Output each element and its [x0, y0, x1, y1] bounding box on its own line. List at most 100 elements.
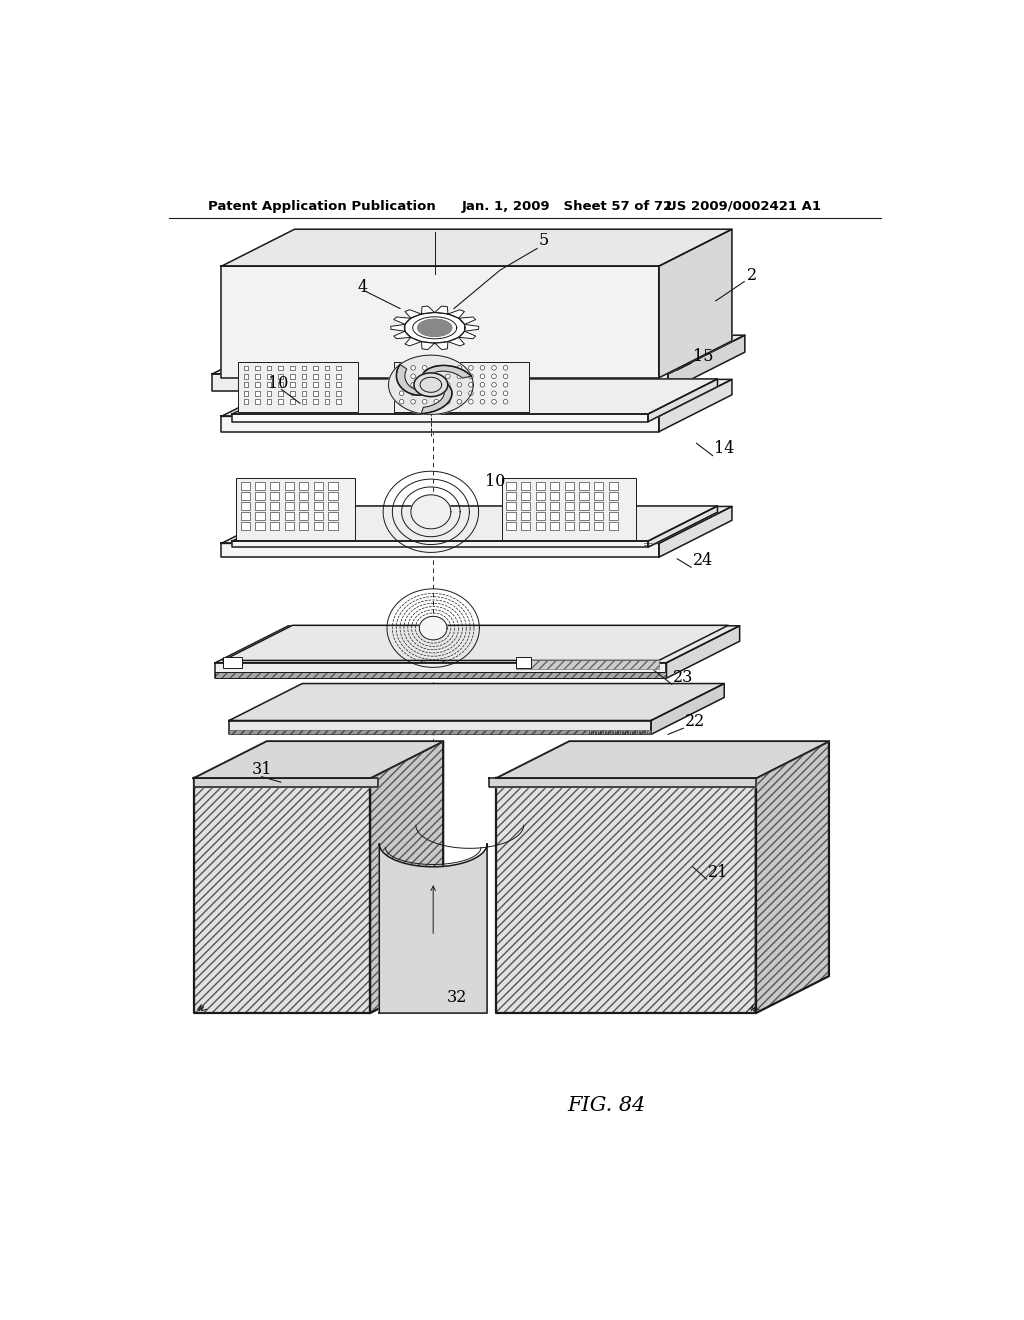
- Bar: [279, 383, 283, 387]
- Bar: [336, 374, 341, 379]
- Bar: [608, 512, 617, 520]
- Circle shape: [480, 391, 484, 396]
- Polygon shape: [194, 742, 443, 779]
- Polygon shape: [215, 663, 667, 678]
- Text: 10: 10: [484, 473, 505, 490]
- Circle shape: [411, 366, 416, 370]
- Bar: [255, 374, 260, 379]
- Circle shape: [399, 374, 403, 379]
- Circle shape: [434, 366, 438, 370]
- Bar: [502, 478, 637, 540]
- Circle shape: [492, 391, 497, 396]
- Bar: [290, 374, 295, 379]
- Bar: [536, 492, 545, 499]
- Bar: [239, 362, 357, 412]
- Bar: [608, 521, 617, 529]
- Bar: [608, 492, 617, 499]
- Polygon shape: [465, 325, 478, 331]
- Circle shape: [492, 374, 497, 379]
- Polygon shape: [232, 379, 718, 414]
- Bar: [299, 482, 308, 490]
- Bar: [241, 492, 250, 499]
- Polygon shape: [394, 331, 411, 339]
- Bar: [329, 482, 338, 490]
- Polygon shape: [232, 541, 648, 548]
- Bar: [313, 366, 317, 370]
- Polygon shape: [223, 626, 728, 660]
- Bar: [594, 502, 603, 510]
- Bar: [255, 482, 264, 490]
- Bar: [267, 400, 271, 404]
- Bar: [285, 502, 294, 510]
- Polygon shape: [215, 672, 667, 678]
- Text: FIG. 84: FIG. 84: [567, 1096, 645, 1115]
- Bar: [255, 391, 260, 396]
- Bar: [244, 391, 249, 396]
- Polygon shape: [497, 779, 756, 1014]
- Text: 14: 14: [714, 441, 734, 457]
- Polygon shape: [232, 508, 718, 544]
- Bar: [299, 502, 308, 510]
- Bar: [336, 366, 341, 370]
- Bar: [241, 502, 250, 510]
- Bar: [313, 482, 323, 490]
- Bar: [394, 362, 528, 412]
- Circle shape: [457, 374, 462, 379]
- Bar: [550, 521, 559, 529]
- Bar: [270, 502, 280, 510]
- Bar: [255, 512, 264, 520]
- Polygon shape: [194, 779, 378, 788]
- Circle shape: [469, 366, 473, 370]
- Polygon shape: [658, 230, 732, 378]
- Bar: [270, 482, 280, 490]
- Polygon shape: [391, 325, 404, 331]
- Polygon shape: [370, 742, 443, 1014]
- Circle shape: [492, 366, 497, 370]
- Polygon shape: [421, 385, 452, 413]
- Bar: [536, 521, 545, 529]
- Polygon shape: [515, 660, 658, 669]
- Bar: [223, 656, 243, 668]
- Polygon shape: [232, 506, 718, 541]
- Polygon shape: [221, 267, 658, 378]
- Circle shape: [492, 383, 497, 387]
- Polygon shape: [422, 342, 435, 350]
- Bar: [267, 391, 271, 396]
- Polygon shape: [394, 317, 411, 325]
- Bar: [325, 400, 330, 404]
- Circle shape: [411, 383, 416, 387]
- Polygon shape: [406, 338, 422, 346]
- Polygon shape: [229, 730, 651, 734]
- Bar: [270, 492, 280, 499]
- Bar: [550, 492, 559, 499]
- Circle shape: [434, 391, 438, 396]
- Bar: [301, 391, 306, 396]
- Circle shape: [445, 366, 451, 370]
- Bar: [521, 482, 530, 490]
- Bar: [270, 512, 280, 520]
- Bar: [329, 521, 338, 529]
- Circle shape: [480, 383, 484, 387]
- Circle shape: [445, 374, 451, 379]
- Bar: [515, 656, 531, 668]
- Bar: [299, 521, 308, 529]
- Circle shape: [469, 391, 473, 396]
- Text: 15: 15: [692, 348, 713, 364]
- Bar: [301, 366, 306, 370]
- Bar: [290, 366, 295, 370]
- Circle shape: [422, 383, 427, 387]
- Polygon shape: [419, 616, 447, 640]
- Polygon shape: [229, 721, 651, 734]
- Bar: [244, 400, 249, 404]
- Circle shape: [434, 400, 438, 404]
- Bar: [285, 492, 294, 499]
- Bar: [313, 374, 317, 379]
- Bar: [506, 492, 515, 499]
- Polygon shape: [194, 742, 443, 779]
- Bar: [244, 366, 249, 370]
- Bar: [325, 383, 330, 387]
- Bar: [285, 512, 294, 520]
- Bar: [521, 521, 530, 529]
- Bar: [299, 492, 308, 499]
- Bar: [580, 521, 589, 529]
